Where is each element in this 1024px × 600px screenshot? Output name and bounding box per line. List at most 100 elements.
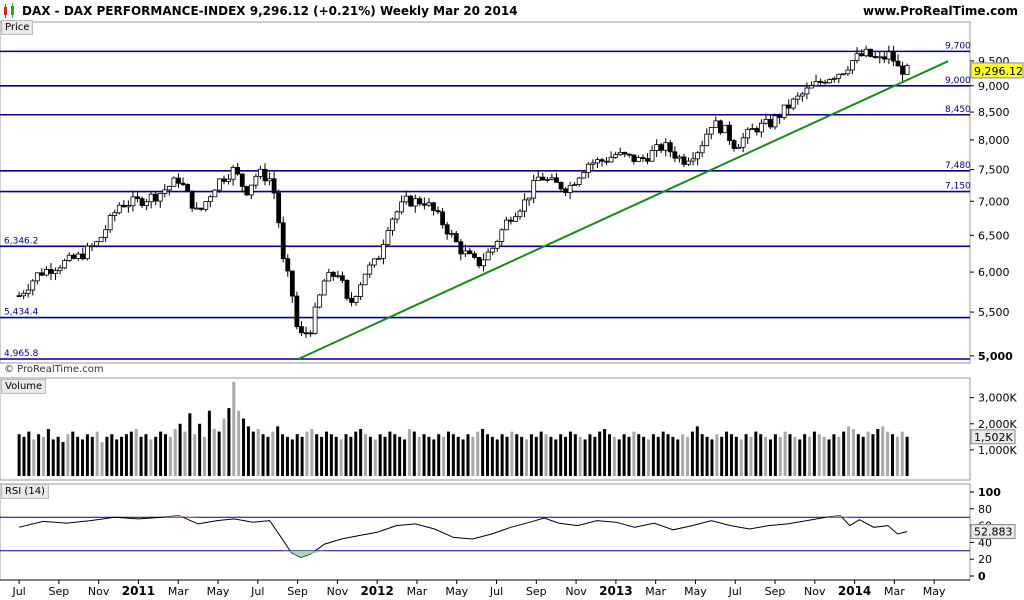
candle-body: [717, 120, 723, 134]
volume-bar: [120, 436, 124, 476]
candle-body: [713, 120, 719, 128]
volume-bar: [46, 429, 50, 476]
candle-body: [549, 177, 555, 180]
candle-body: [299, 326, 304, 334]
candle-body: [148, 193, 154, 203]
candle-body: [176, 177, 181, 184]
volume-bar: [105, 436, 109, 476]
volume-bar: [715, 434, 719, 476]
candle-body: [531, 180, 537, 199]
price-tick-label: 9,000: [978, 80, 1010, 93]
candle-body: [795, 95, 801, 100]
candle-body: [581, 172, 587, 179]
candle-body: [294, 295, 300, 328]
candle-body: [458, 241, 464, 255]
volume-bar: [520, 436, 524, 476]
volume-bar: [305, 431, 309, 476]
volume-bar: [334, 436, 338, 476]
candle-body: [198, 207, 204, 210]
candle-body: [827, 79, 833, 84]
candle-body: [367, 264, 373, 275]
candle-body: [818, 81, 823, 83]
volume-bar: [632, 431, 636, 476]
volume-bar: [427, 436, 431, 476]
candle-body: [722, 124, 728, 134]
volume-bar: [41, 436, 45, 476]
volume-bar: [734, 436, 738, 476]
volume-bar: [647, 439, 651, 476]
candle-body: [80, 253, 86, 260]
candle-body: [112, 212, 118, 216]
volume-bar: [66, 434, 70, 476]
volume-bar: [227, 408, 231, 476]
candle-body: [472, 253, 477, 258]
candle-body: [522, 199, 527, 212]
candle-body: [654, 144, 660, 151]
candle-body: [508, 219, 514, 222]
last-price-tag: [970, 62, 1024, 79]
volume-bar: [886, 431, 890, 476]
volume-bar: [100, 442, 104, 476]
candle-body: [289, 270, 295, 297]
volume-bar: [671, 436, 675, 476]
volume-bar: [198, 423, 202, 476]
candle-body: [62, 260, 68, 269]
volume-bar: [778, 436, 782, 476]
volume-bar: [246, 426, 250, 476]
volume-panel-label: Volume: [1, 379, 47, 394]
candle-body: [585, 163, 591, 173]
volume-bar: [110, 434, 114, 476]
candle-body: [57, 267, 63, 272]
volume-bar: [383, 436, 387, 476]
volume-bar: [61, 442, 65, 476]
volume-bar: [237, 410, 241, 476]
rsi-overbought-fill: [162, 515, 180, 518]
candle-body: [276, 192, 282, 224]
candle-body: [708, 126, 714, 135]
volume-bar: [349, 436, 353, 476]
volume-bar: [329, 434, 333, 476]
candle-body: [107, 215, 113, 231]
candle-body: [731, 140, 737, 149]
x-tick-label: Mar: [884, 585, 905, 598]
candle-body: [16, 295, 22, 298]
site-link[interactable]: www.ProRealTime.com: [863, 4, 1018, 18]
volume-bar: [398, 436, 402, 476]
volume-bar: [515, 434, 519, 476]
volume-bar: [364, 434, 368, 476]
candle-body: [881, 56, 887, 60]
level-label: 7,150: [945, 182, 971, 192]
candle-body: [116, 204, 122, 214]
uptrend-line: [297, 60, 949, 360]
candle-body: [239, 173, 245, 187]
level-label: 6,346.2: [4, 236, 38, 246]
candle-body: [658, 144, 664, 151]
candle-body: [25, 289, 31, 294]
candle-body: [217, 178, 222, 191]
candle-body: [781, 104, 787, 118]
volume-bar: [622, 434, 626, 476]
candle-body: [230, 167, 236, 180]
candle-body: [872, 56, 878, 58]
candle-body: [854, 53, 860, 61]
level-label: 9,000: [945, 76, 971, 86]
rsi-tick-label: 100: [978, 486, 1001, 499]
candle-body: [499, 229, 505, 242]
candle-body: [403, 195, 409, 203]
rsi-tick-label: 0: [978, 570, 986, 583]
candle-body: [408, 195, 414, 207]
volume-bar: [271, 431, 275, 476]
candle-body: [667, 142, 673, 153]
candle-body: [891, 51, 896, 62]
volume-bar: [261, 434, 265, 476]
candle-body: [75, 253, 81, 259]
candle-body: [576, 177, 582, 185]
volume-bar: [495, 439, 499, 476]
volume-bar: [690, 431, 694, 476]
candle-body: [381, 244, 386, 259]
x-tick-label: May: [684, 585, 707, 598]
candle-body: [686, 160, 691, 165]
volume-bar: [827, 439, 831, 476]
volume-bar: [85, 434, 89, 476]
